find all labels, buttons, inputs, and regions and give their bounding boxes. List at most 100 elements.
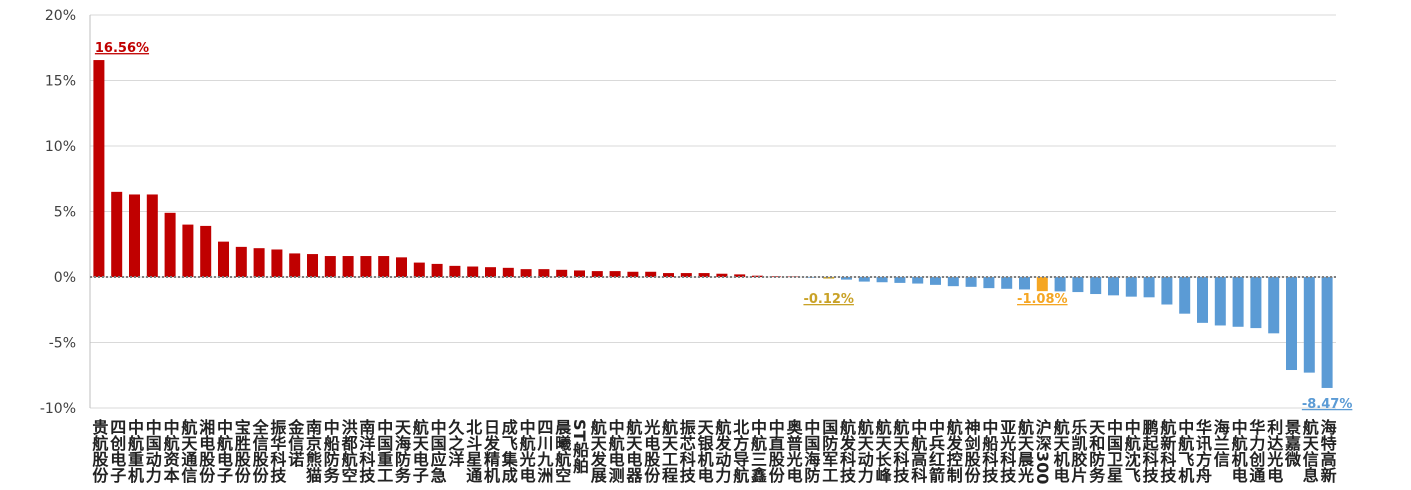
x-tick-label: 中航重机 <box>125 418 144 484</box>
x-tick-label: 中国重工 <box>374 418 393 483</box>
x-tick-label: 华讯方舟 <box>1193 418 1212 484</box>
x-tick-label: 海兰信 <box>1211 418 1230 468</box>
x-tick-label: 神剑股份 <box>962 418 982 484</box>
bar <box>1019 277 1030 290</box>
x-tick-label: 海特高新 <box>1318 418 1337 484</box>
value-label: -1.08% <box>1017 292 1068 307</box>
x-tick-label: 航发控制 <box>944 418 964 484</box>
x-tick-label: 沪深300 <box>1033 418 1052 484</box>
x-tick-label: 中航机电 <box>1229 418 1248 483</box>
x-tick-label: 乐凯胶片 <box>1068 419 1087 484</box>
bar <box>1179 277 1191 314</box>
x-tick-label: 南洋科技 <box>356 418 375 484</box>
y-tick-label: 5% <box>54 205 76 221</box>
bar <box>111 191 123 277</box>
bar <box>894 277 906 283</box>
x-tick-label: 航天晨光 <box>1015 418 1035 484</box>
x-tick-label: 国防军工 <box>819 419 838 483</box>
x-tick-label: 中航资本 <box>161 418 180 484</box>
x-tick-label: 光电股份 <box>641 418 661 484</box>
bar <box>413 262 425 277</box>
bar <box>1286 277 1297 371</box>
bar <box>200 225 212 277</box>
x-tick-label: 中航高科 <box>908 418 927 484</box>
bar <box>627 271 639 277</box>
x-tick-label: 航发动力 <box>712 418 732 484</box>
bar <box>538 269 550 277</box>
value-label: -0.12% <box>803 292 854 307</box>
x-tick-label: 中直股份 <box>766 418 785 484</box>
bar <box>1321 277 1333 388</box>
bar <box>396 257 407 277</box>
bar <box>930 277 941 285</box>
bar <box>342 256 354 277</box>
bar <box>823 277 835 279</box>
bar <box>1232 277 1244 327</box>
x-tick-label: 中国动力 <box>143 418 162 484</box>
x-tick-label: 四川九洲 <box>534 419 554 484</box>
bar <box>485 267 496 277</box>
x-tick-label: 湘电股份 <box>196 418 215 484</box>
x-tick-label: 中航三鑫 <box>748 418 768 484</box>
x-tick-label: 中航电测 <box>606 418 625 484</box>
bar <box>1303 277 1315 373</box>
y-tick-label: 0% <box>54 270 76 286</box>
x-tick-label: 利达光电 <box>1264 418 1284 483</box>
x-tick-label: 振芯科技 <box>677 418 696 484</box>
bar <box>235 246 247 277</box>
bar <box>698 273 710 277</box>
x-tick-label: 航天通信 <box>178 418 197 484</box>
bar <box>324 256 336 277</box>
x-tick-label: 华力创通 <box>1246 418 1266 483</box>
x-tick-label: 中航光电 <box>517 418 537 483</box>
bar <box>520 269 532 277</box>
x-tick-label: 南京熊猫 <box>303 418 322 484</box>
bar <box>129 194 140 277</box>
x-tick-label: 中国海防 <box>801 418 820 484</box>
bar <box>1250 277 1262 329</box>
x-tick-label: 中兵红箭 <box>926 418 945 484</box>
bar <box>645 271 657 277</box>
x-tick-label: 奥普光电 <box>784 418 804 483</box>
bar <box>965 277 977 287</box>
bar <box>1214 277 1226 326</box>
x-tick-label: 天海防务 <box>392 419 411 484</box>
x-tick-label: 中航沈飞 <box>1122 418 1141 483</box>
bar <box>467 266 479 277</box>
x-tick-label: 中船防务 <box>321 418 340 484</box>
y-tick-label: 10% <box>45 139 76 155</box>
x-tick-label: 金信诺 <box>285 418 305 468</box>
x-tick-label: 贵航股份 <box>89 418 108 484</box>
x-tick-label: 中国应急 <box>428 418 447 483</box>
bar <box>1054 277 1066 292</box>
x-tick-label: 振华科技 <box>267 418 286 484</box>
x-tick-label: 中国卫星 <box>1104 418 1123 483</box>
x-tick-label: 航天电子 <box>410 418 429 484</box>
x-tick-label: 全信股份 <box>250 418 270 484</box>
bar <box>663 273 674 277</box>
x-tick-label: 北方导航 <box>730 419 749 484</box>
bar <box>1197 277 1208 323</box>
x-tick-label: 航天工程 <box>659 418 678 483</box>
x-tick-label: ST船舶 <box>570 419 589 475</box>
bar <box>1125 277 1137 297</box>
bar <box>574 270 585 277</box>
x-tick-label: 四创电子 <box>107 419 127 484</box>
bar <box>182 224 194 277</box>
bar <box>752 275 763 277</box>
bar <box>502 267 514 277</box>
bar <box>1090 277 1102 295</box>
x-tick-label: 晨曦航空 <box>552 419 571 483</box>
bar <box>271 249 283 277</box>
bar <box>556 269 568 277</box>
x-tick-label: 中航电子 <box>214 418 233 484</box>
bar <box>912 277 924 284</box>
value-label: 16.56% <box>95 41 149 56</box>
x-tick-label: 天银机电 <box>695 419 714 483</box>
x-tick-label: 航天科技 <box>890 418 909 484</box>
x-tick-label: 中航飞机 <box>1175 418 1194 484</box>
bar <box>289 253 301 277</box>
bar <box>449 265 461 277</box>
bar <box>93 60 105 278</box>
bar <box>591 271 603 277</box>
